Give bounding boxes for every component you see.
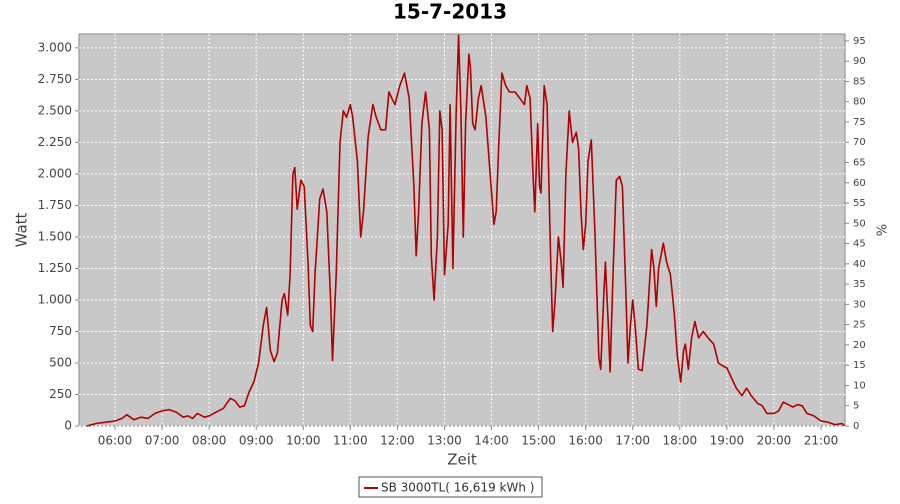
y-tick-label: 2.750 xyxy=(38,72,72,86)
x-tick-label: 12:00 xyxy=(380,434,415,448)
y-tick-label: 500 xyxy=(49,355,72,369)
y-tick-label: 2.500 xyxy=(38,103,72,117)
y-tick-label: 2.000 xyxy=(38,166,72,180)
chart-title: 15-7-2013 xyxy=(393,0,507,24)
y2-tick-label: 20 xyxy=(853,340,866,351)
y-tick-label: 1.500 xyxy=(38,229,72,243)
y2-tick-label: 45 xyxy=(853,239,866,250)
x-tick-label: 13:00 xyxy=(427,434,462,448)
y2-tick-label: 5 xyxy=(853,401,859,412)
y-tick-label: 1.000 xyxy=(38,292,72,306)
y2-tick-label: 25 xyxy=(853,320,866,331)
y-tick-label: 1.250 xyxy=(38,261,72,275)
y2-tick-label: 35 xyxy=(853,279,866,290)
y-tick-label: 750 xyxy=(49,324,72,338)
y2-tick-label: 0 xyxy=(853,421,859,432)
y2-tick-label: 90 xyxy=(853,56,866,67)
x-tick-label: 21:00 xyxy=(804,434,839,448)
y2-tick-label: 70 xyxy=(853,137,866,148)
y-tick-label: 250 xyxy=(49,387,72,401)
x-tick-label: 16:00 xyxy=(568,434,603,448)
y2-tick-label: 80 xyxy=(853,97,866,108)
x-tick-label: 10:00 xyxy=(286,434,321,448)
y2-tick-label: 60 xyxy=(853,178,866,189)
data-line xyxy=(86,34,846,427)
x-axis-label: Zeit xyxy=(447,451,477,469)
x-tick-label: 14:00 xyxy=(474,434,509,448)
y2-tick-label: 95 xyxy=(853,36,866,47)
x-tick-label: 08:00 xyxy=(192,434,227,448)
x-tick-label: 18:00 xyxy=(663,434,698,448)
y2-tick-label: 85 xyxy=(853,76,866,87)
y2-tick-label: 15 xyxy=(853,360,866,371)
y2-axis-label: % xyxy=(876,224,891,236)
plot-area xyxy=(78,33,846,427)
x-tick-label: 19:00 xyxy=(710,434,745,448)
legend xyxy=(358,476,543,498)
y-tick-label: 3.000 xyxy=(38,40,72,54)
x-tick-label: 17:00 xyxy=(615,434,650,448)
y2-tick-label: 30 xyxy=(853,299,866,310)
y2-tick-label: 50 xyxy=(853,218,866,229)
x-tick-label: 07:00 xyxy=(145,434,180,448)
x-tick-label: 09:00 xyxy=(239,434,274,448)
x-tick-label: 11:00 xyxy=(333,434,368,448)
y2-tick-label: 65 xyxy=(853,158,866,169)
legend-label: SB 3000TL( 16,619 kWh ) xyxy=(381,481,534,495)
y-axis-label: Watt xyxy=(13,212,31,247)
y-tick-label: 2.250 xyxy=(38,135,72,149)
y-tick-label: 0 xyxy=(64,419,72,433)
x-tick-label: 15:00 xyxy=(521,434,556,448)
x-tick-label: 06:00 xyxy=(98,434,133,448)
y2-tick-label: 55 xyxy=(853,198,866,209)
y-tick-label: 1.750 xyxy=(38,198,72,212)
x-tick-label: 20:00 xyxy=(757,434,792,448)
y2-tick-label: 75 xyxy=(853,117,866,128)
y2-tick-label: 40 xyxy=(853,259,866,270)
y2-tick-label: 10 xyxy=(853,380,866,391)
